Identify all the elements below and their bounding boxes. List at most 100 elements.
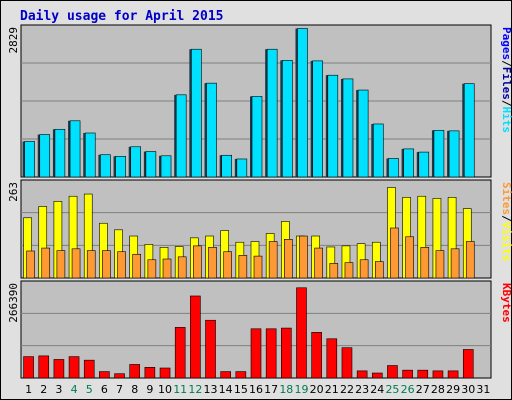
bar-kbytes	[220, 371, 231, 379]
bar-kbytes	[296, 287, 307, 379]
bar-hits	[24, 141, 35, 178]
bar-kbytes	[462, 349, 474, 379]
bar-hits	[297, 28, 308, 178]
bar-hits	[418, 151, 430, 178]
bar-hits	[39, 134, 51, 178]
x-tick-label: 12	[188, 383, 202, 396]
bar-kbytes	[38, 355, 50, 379]
bar-kbytes	[447, 370, 459, 379]
bar-sites	[405, 236, 414, 279]
bar-kbytes	[205, 319, 216, 379]
bar-hits	[463, 83, 475, 178]
bar-sites	[26, 250, 35, 279]
bar-sites	[223, 251, 232, 279]
bar-hits	[191, 48, 202, 178]
bar-sites	[420, 247, 430, 279]
x-tick-label: 19	[294, 383, 308, 396]
bar-kbytes	[402, 369, 413, 379]
x-tick-label: 3	[55, 383, 62, 396]
legend-entry: Pages	[500, 27, 512, 60]
bar-hits	[130, 146, 142, 178]
bar-sites	[284, 239, 293, 279]
x-tick-label: 21	[325, 383, 339, 396]
x-tick-label: 13	[204, 383, 218, 396]
y-max-label-visits: 263	[7, 182, 20, 202]
bar-kbytes	[387, 365, 398, 379]
bar-sites	[299, 235, 308, 279]
bar-sites	[359, 259, 369, 279]
x-tick-label: 16	[249, 383, 263, 396]
bar-kbytes	[341, 347, 353, 379]
x-tick-label: 17	[264, 383, 278, 396]
bar-sites	[253, 255, 263, 279]
bar-hits	[54, 128, 66, 178]
bar-kbytes	[281, 327, 292, 379]
x-tick-label: 7	[116, 383, 123, 396]
bar-hits	[145, 151, 157, 178]
bar-sites	[193, 245, 202, 279]
bar-kbytes	[99, 371, 110, 379]
bar-sites	[374, 261, 384, 279]
bar-sites	[238, 255, 248, 279]
x-tick-label: 10	[158, 383, 172, 396]
bar-sites	[268, 241, 278, 279]
x-tick-label: 25	[385, 383, 399, 396]
x-tick-label: 18	[279, 383, 293, 396]
x-tick-label: 22	[340, 383, 354, 396]
bar-kbytes	[326, 338, 338, 379]
bar-kbytes	[235, 371, 247, 379]
bar-sites	[117, 251, 126, 279]
bar-sites	[314, 247, 323, 279]
bar-hits	[251, 96, 263, 178]
bar-sites	[208, 247, 217, 279]
x-tick-label: 9	[146, 383, 153, 396]
x-axis-labels: 1 2 3 4 5 6 7 8 9 10 11 12 13 14 15 16 17 18 19 20 21 22 23 24 2…	[25, 383, 490, 396]
bar-sites	[41, 247, 51, 279]
panel-visits: 263 Sites/Visits	[7, 179, 512, 279]
y-max-label-hits: 2829	[7, 27, 20, 54]
legend-entry: Hits	[500, 107, 512, 134]
bar-hits	[312, 60, 323, 178]
bar-sites	[344, 262, 354, 279]
x-tick-label: 20	[310, 383, 324, 396]
bar-hits	[266, 48, 278, 178]
bar-kbytes	[53, 359, 65, 379]
bar-hits	[236, 158, 248, 178]
bar-kbytes	[129, 364, 141, 379]
bar-hits	[433, 130, 445, 178]
bar-hits	[206, 82, 217, 178]
x-tick-label: 29	[446, 383, 460, 396]
legend-entry: Visits	[500, 222, 512, 262]
x-tick-label: 24	[370, 383, 384, 396]
panel-kbytes: 266390 KBytes	[7, 280, 512, 379]
bar-kbytes	[159, 367, 171, 379]
chart-title: Daily usage for April 2015	[20, 9, 224, 24]
bar-hits	[282, 60, 293, 178]
bar-hits	[221, 154, 232, 178]
bar-kbytes	[174, 327, 186, 379]
bar-kbytes	[250, 328, 262, 379]
y-max-label-kbytes: 266390	[7, 283, 20, 323]
bar-kbytes	[83, 359, 95, 379]
bar-hits	[403, 148, 414, 178]
legend-entry: KBytes	[500, 283, 512, 323]
x-tick-label: 14	[219, 383, 233, 396]
x-tick-label: 27	[416, 383, 430, 396]
x-tick-label: 4	[71, 383, 78, 396]
bar-sites	[435, 250, 445, 279]
bar-kbytes	[432, 370, 444, 379]
legend-entry: /	[500, 215, 512, 222]
bar-hits	[357, 89, 369, 178]
bar-hits	[84, 132, 96, 178]
bar-sites	[465, 241, 475, 279]
bar-hits	[175, 94, 187, 178]
bar-sites	[56, 250, 66, 279]
bar-hits	[342, 78, 354, 178]
x-tick-label: 1	[25, 383, 32, 396]
bar-kbytes	[417, 369, 429, 379]
legend-hits: Pages/Files/Hits	[500, 27, 512, 133]
x-tick-label: 26	[401, 383, 415, 396]
bar-kbytes	[311, 332, 322, 379]
legend-kbytes: KBytes	[500, 283, 512, 323]
